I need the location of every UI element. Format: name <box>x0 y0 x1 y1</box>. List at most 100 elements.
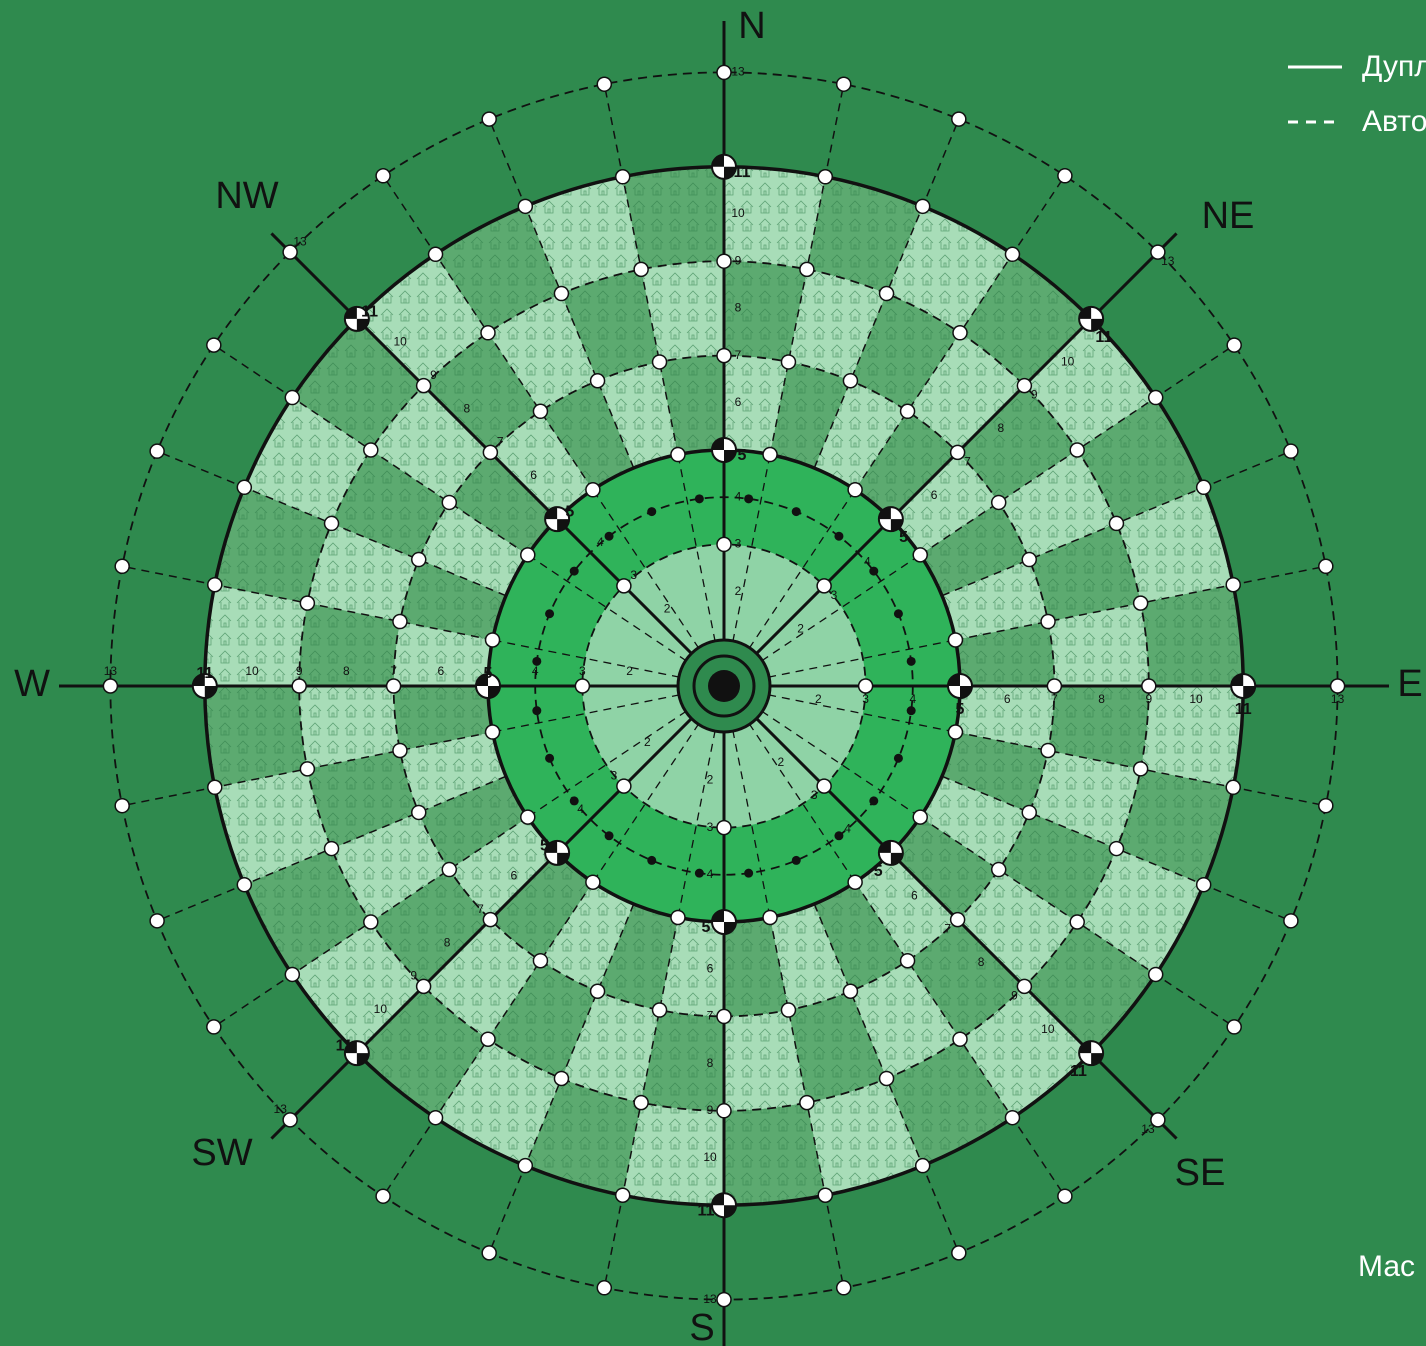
block-pattern <box>1024 922 1156 1054</box>
stop <box>869 796 879 806</box>
ring-number: 4 <box>707 867 714 881</box>
node <box>716 1291 732 1308</box>
axis <box>722 232 1178 688</box>
block-pattern <box>370 385 491 503</box>
block-pattern <box>1116 487 1234 604</box>
marker-quadrant <box>545 840 570 865</box>
node <box>780 1002 797 1018</box>
node <box>1108 840 1125 857</box>
block-pattern <box>292 318 424 450</box>
node <box>633 1094 649 1111</box>
node <box>481 111 497 127</box>
marker-quadrant <box>712 910 736 934</box>
block-pattern <box>214 768 332 885</box>
ring-number: 13 <box>274 1102 288 1116</box>
block-pattern <box>331 449 450 560</box>
node <box>114 558 130 575</box>
block-pattern <box>942 732 1049 813</box>
block-pattern <box>622 166 724 270</box>
node <box>517 198 534 215</box>
stop <box>869 566 879 576</box>
street <box>761 554 921 662</box>
node <box>149 443 165 459</box>
block-pattern <box>814 882 908 992</box>
block-pattern <box>770 904 851 1011</box>
node <box>651 354 668 370</box>
node <box>481 1245 497 1261</box>
node <box>392 613 408 630</box>
node <box>842 983 859 999</box>
ring-number: 3 <box>862 692 869 706</box>
node <box>585 874 601 890</box>
block-pattern <box>1116 768 1234 885</box>
ring-number: 3 <box>579 664 586 678</box>
block-pattern <box>204 584 308 686</box>
block-pattern <box>814 380 908 490</box>
node <box>633 261 649 278</box>
stop <box>569 796 579 806</box>
node <box>363 442 379 458</box>
ring-number: 13 <box>703 1292 717 1306</box>
node <box>1226 1019 1242 1035</box>
block-pattern <box>659 355 724 455</box>
node <box>1132 595 1149 611</box>
block-pattern <box>307 523 419 622</box>
marker-quadrant <box>1079 1041 1104 1066</box>
ring-number: 6 <box>707 961 714 975</box>
block-pattern <box>890 817 999 920</box>
block-pattern <box>418 502 528 596</box>
node <box>799 261 815 278</box>
node <box>323 840 340 857</box>
axis <box>270 684 726 1140</box>
marker-quadrant <box>344 306 369 331</box>
block-pattern <box>955 621 1055 686</box>
ring-number: 8 <box>735 301 742 315</box>
street <box>748 489 856 649</box>
block-pattern <box>299 686 400 769</box>
node <box>553 1070 570 1087</box>
node <box>1225 576 1241 593</box>
node <box>1004 246 1021 263</box>
node <box>949 911 966 928</box>
node <box>716 64 732 81</box>
marker-quadrant <box>948 674 972 698</box>
node <box>817 169 834 185</box>
node <box>589 373 606 389</box>
major-ring-number: 11 <box>698 1202 715 1219</box>
block-pattern <box>1048 686 1149 769</box>
ring-number: 6 <box>530 468 537 482</box>
node <box>207 576 223 593</box>
node <box>616 778 632 794</box>
block-pattern <box>641 1010 724 1111</box>
block-pattern <box>806 1078 923 1196</box>
ring-number: 2 <box>707 773 714 787</box>
ring-number: 10 <box>245 664 259 678</box>
axis <box>270 232 726 688</box>
node <box>1329 678 1346 694</box>
node <box>952 1031 968 1047</box>
ring-number: 6 <box>511 869 518 883</box>
node <box>484 632 501 648</box>
node <box>990 494 1007 511</box>
stop <box>532 656 542 666</box>
marker-quadrant <box>878 840 903 865</box>
node <box>842 373 859 389</box>
ring-number: 7 <box>390 664 397 678</box>
ring-number: 9 <box>707 1103 714 1117</box>
major-ring-number: 5 <box>565 504 574 521</box>
stop <box>569 566 579 576</box>
ring-number: 8 <box>444 935 451 949</box>
node <box>236 876 253 893</box>
block-pattern <box>449 817 558 920</box>
block-pattern <box>724 1102 826 1206</box>
ring-number: 9 <box>1011 988 1018 1002</box>
stop <box>906 656 916 666</box>
node <box>1046 678 1063 694</box>
street <box>761 710 921 818</box>
node <box>914 198 931 215</box>
ring-number: 7 <box>735 348 742 362</box>
node <box>532 952 549 969</box>
block-pattern <box>724 917 789 1017</box>
block-pattern <box>659 917 724 1017</box>
node <box>1226 337 1242 353</box>
